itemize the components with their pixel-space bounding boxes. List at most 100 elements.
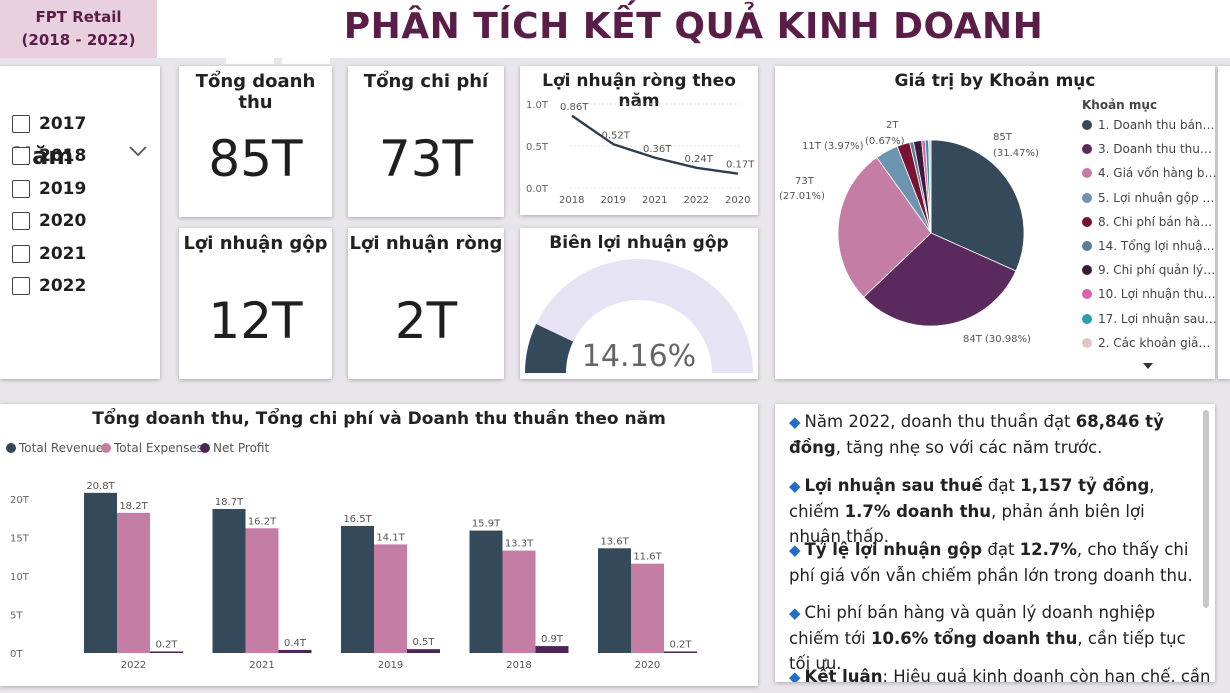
slicer-item-2021[interactable]: 2021	[12, 242, 86, 266]
chart-title: Tổng doanh thu, Tổng chi phí và Doanh th…	[92, 409, 666, 429]
legend-total-revenue[interactable]: Total Revenue	[6, 441, 103, 455]
slicer-item-2022[interactable]: 2022	[12, 274, 86, 298]
data-label: 0.2T	[155, 639, 178, 650]
bar	[245, 528, 279, 653]
pie-slice	[928, 139, 932, 234]
net-profit-line-card[interactable]: Lợi nhuận ròng theo năm 1.0T 0.5T 0.0T 0.86…	[520, 66, 758, 215]
x-tick-label: 2018	[506, 660, 531, 671]
checkbox[interactable]	[12, 147, 30, 165]
y-tick-label: 20T	[10, 495, 30, 506]
insight-emphasis: 10.6% tổng doanh thu	[870, 629, 1078, 648]
checkbox[interactable]	[12, 180, 30, 198]
legend-total-expenses[interactable]: Total Expenses	[101, 441, 203, 455]
chart-title: Biên lợi nhuận gộp	[549, 233, 729, 253]
legend-label: Net Profit	[213, 441, 270, 455]
gross-margin-gauge-card[interactable]: Biên lợi nhuận gộp 14.16%	[520, 228, 758, 379]
insight-emphasis: Lợi nhuận sau thuế	[804, 476, 983, 495]
legend-item[interactable]: 17. Lợi nhuận sau…	[1082, 312, 1217, 326]
legend-item[interactable]: 1. Doanh thu bán…	[1082, 118, 1215, 132]
legend-scroll-down-icon[interactable]	[1142, 362, 1154, 370]
kpi-card-net-profit[interactable]: Lợi nhuận ròng 2T	[348, 228, 504, 379]
legend-item[interactable]: 10. Lợi nhuận thu…	[1082, 287, 1216, 301]
chart-title: Lợi nhuận ròng theo năm	[542, 71, 736, 111]
checkbox[interactable]	[12, 245, 30, 263]
checkbox[interactable]	[12, 212, 30, 230]
slicer-item-2020[interactable]: 2020	[12, 209, 86, 233]
insights-scrollbar[interactable]	[1203, 410, 1209, 608]
data-label: 14.1T	[376, 532, 405, 543]
x-tick-label: 2021	[249, 660, 274, 671]
legend-dot	[1082, 241, 1092, 251]
legend-item[interactable]: 3. Doanh thu thu…	[1082, 142, 1212, 156]
legend-net-profit[interactable]: Net Profit	[200, 441, 269, 455]
legend-title: Khoản mục	[1082, 98, 1158, 112]
legend-label: 4. Giá vốn hàng b…	[1098, 166, 1217, 181]
legend-item[interactable]: 5. Lợi nhuận gộp …	[1082, 191, 1214, 205]
data-label: 15.9T	[472, 519, 501, 530]
tab-hint	[282, 58, 330, 64]
category-pie-chart: 85T (31.47%) 84T (30.98%) 73T (27.01%) 11T (3…	[779, 120, 1039, 345]
diamond-icon: ◆	[789, 413, 801, 431]
kpi-card-revenue[interactable]: Tổng doanh thu 85T	[179, 66, 332, 217]
pie-label: (0.67%)	[865, 136, 905, 147]
bar	[150, 651, 183, 653]
bar	[212, 509, 246, 653]
data-label: 16.2T	[248, 516, 277, 527]
bar	[374, 544, 407, 653]
legend-dot	[1082, 120, 1092, 130]
slicer-item-label: 2020	[39, 211, 87, 231]
yearly-bar-card[interactable]: Tổng doanh thu, Tổng chi phí và Doanh th…	[0, 404, 758, 686]
kpi-value: 73T	[378, 130, 474, 188]
category-pie-card[interactable]: Giá trị by Khoản mục 85T (31.47%) 84T (30.…	[775, 66, 1217, 379]
slicer-item-label: 2021	[39, 244, 87, 264]
insight-emphasis: 1.7% doanh thu	[844, 502, 991, 521]
insight-item: ◆ Tỷ lệ lợi nhuận gộp đạt 12.7%, cho thấy…	[789, 537, 1201, 588]
chart-title: Giá trị by Khoản mục	[894, 71, 1096, 91]
legend-label: Total Revenue	[19, 441, 104, 455]
slicer-item-2017[interactable]: 2017	[12, 112, 86, 136]
insights-panel[interactable]: ◆ Năm 2022, doanh thu thuần đạt 68,846 tỷ…	[775, 404, 1215, 682]
checkbox[interactable]	[12, 277, 30, 295]
y-tick-label: 15T	[10, 534, 30, 545]
legend-label: 1. Doanh thu bán…	[1098, 118, 1215, 132]
pie-label: 11T (3.97%)	[802, 141, 864, 152]
kpi-card-expenses[interactable]: Tổng chi phí 73T	[348, 66, 504, 217]
pie-label: (27.01%)	[779, 191, 825, 202]
legend-label: 14. Tổng lợi nhuậ…	[1098, 239, 1215, 253]
data-label: 0.5T	[412, 637, 435, 648]
data-label: 0.9T	[541, 634, 564, 645]
legend-item[interactable]: 14. Tổng lợi nhuậ…	[1082, 239, 1215, 253]
kpi-label: Lợi nhuận ròng	[349, 233, 503, 254]
page-title: PHÂN TÍCH KẾT QUẢ KINH DOANH	[343, 6, 1044, 47]
insight-emphasis: 12.7%	[1019, 540, 1077, 559]
insight-emphasis: Tỷ lệ lợi nhuận gộp	[804, 540, 983, 559]
legend-dot	[1082, 313, 1092, 324]
y-tick-label: 10T	[10, 572, 30, 583]
pie-label: 85T	[993, 132, 1013, 143]
slicer-item-2018[interactable]: 2018	[12, 144, 86, 168]
legend-item[interactable]: 2. Các khoản giả…	[1082, 336, 1210, 350]
checkbox[interactable]	[12, 115, 30, 133]
insight-text: Chi phí bán hàng và quản lý doanh nghiệp…	[789, 603, 1156, 648]
tab-hint	[226, 58, 274, 64]
data-label: 0.86T	[560, 102, 589, 113]
gross-margin-gauge: 14.16%	[525, 259, 753, 374]
chevron-down-icon[interactable]	[128, 144, 148, 158]
legend-dot	[1082, 144, 1092, 155]
legend-item[interactable]: 4. Giá vốn hàng b…	[1082, 166, 1217, 180]
legend-item[interactable]: 9. Chi phí quản lý…	[1082, 263, 1215, 277]
bar	[535, 646, 569, 653]
bar	[341, 525, 374, 653]
pie-slice	[863, 232, 1017, 327]
data-label: 0.36T	[643, 144, 672, 155]
slicer-item-2019[interactable]: 2019	[12, 177, 86, 201]
y-tick-label: 0.5T	[526, 142, 549, 153]
kpi-card-gross-profit[interactable]: Lợi nhuận gộp 12T	[179, 228, 332, 379]
year-slicer: Năm 2017 2018 2019 2020 2021 2022	[0, 66, 160, 379]
insight-text: đạt	[982, 476, 1021, 495]
x-tick-label: 2022	[684, 195, 709, 206]
legend-item[interactable]: 8. Chi phí bán hà…	[1082, 215, 1212, 229]
bar	[84, 492, 117, 653]
insight-text: , cho thấy chi phí giá vốn vẫn chiếm phầ…	[789, 540, 1193, 585]
data-label: 0.2T	[669, 639, 692, 650]
